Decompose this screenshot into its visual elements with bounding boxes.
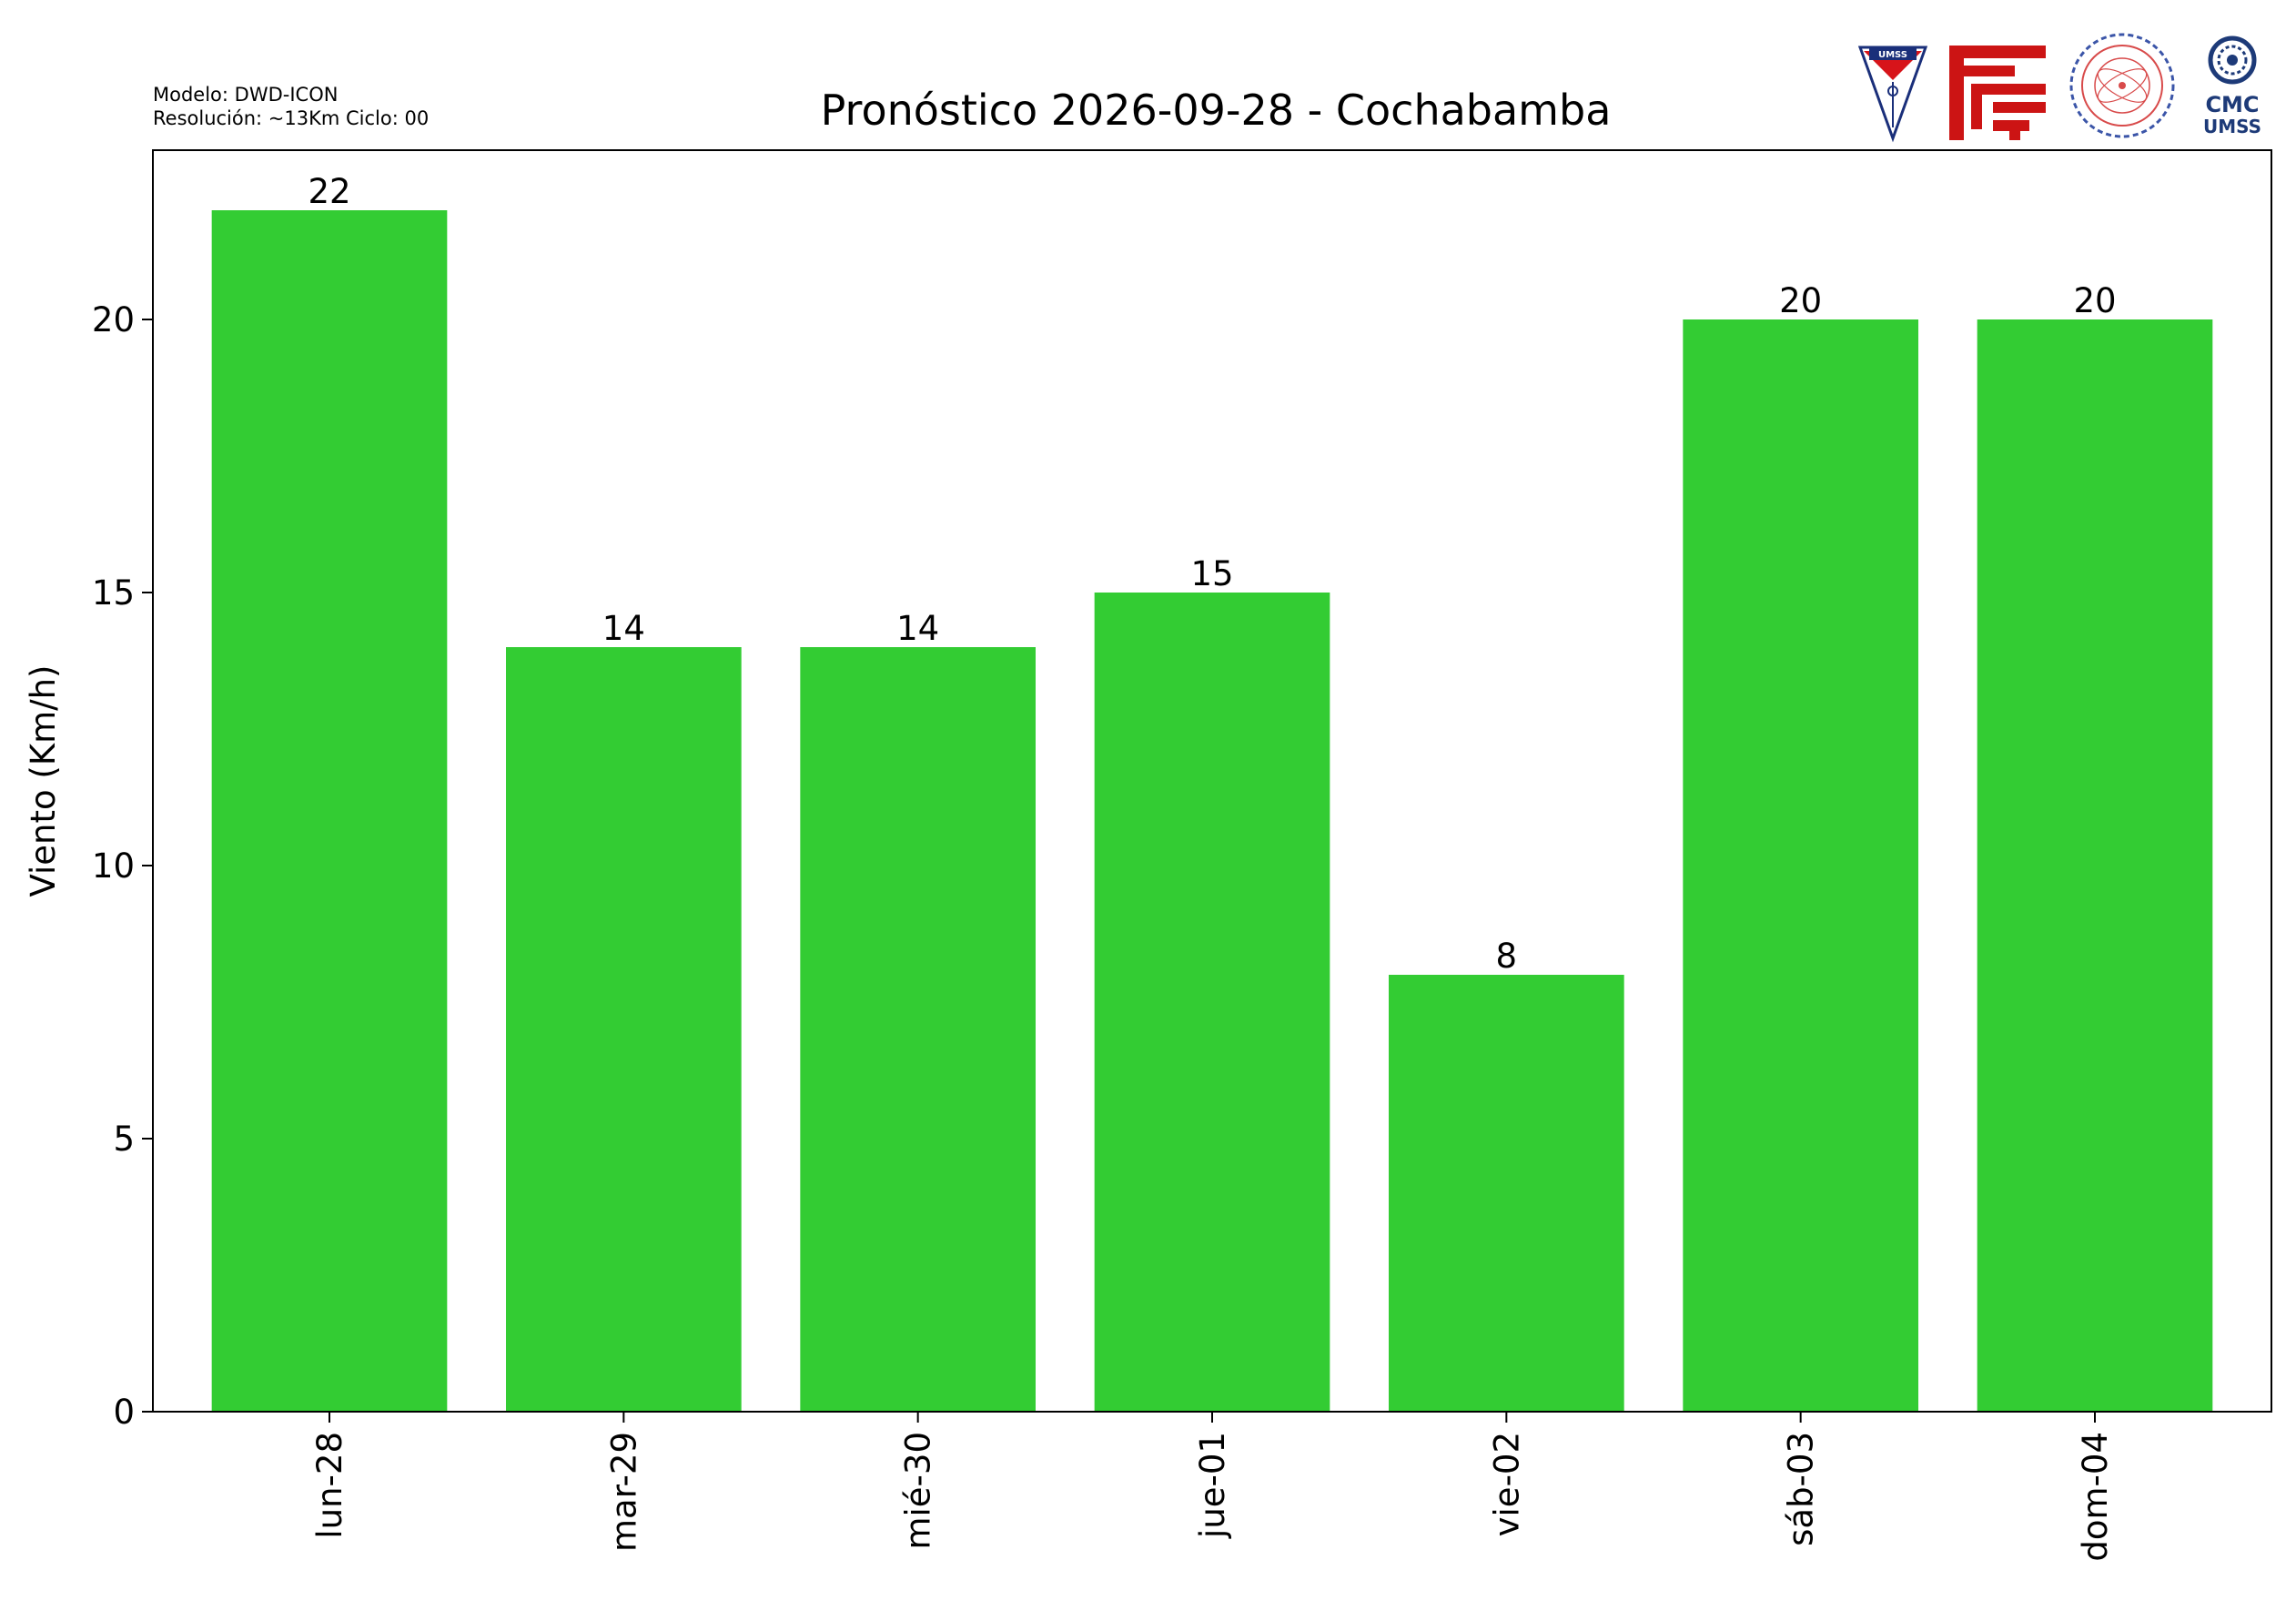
y-tick-label: 20 xyxy=(92,300,135,339)
x-tick-label: dom-04 xyxy=(2076,1432,2115,1562)
x-tick-label: sáb-03 xyxy=(1782,1432,1821,1546)
value-labels-group: 22 14 14 15 8 20 20 xyxy=(308,172,2116,976)
bar-value-label: 15 xyxy=(1190,554,1233,593)
chart-title: Pronóstico 2026-09-28 - Cochabamba xyxy=(821,86,1612,135)
y-axis: 0 5 10 15 20 xyxy=(92,300,153,1432)
y-tick-label: 0 xyxy=(113,1393,135,1432)
umss-shield-logo: UMSS xyxy=(1857,46,1928,143)
x-tick-label: lun-28 xyxy=(310,1432,349,1539)
y-tick-label: 5 xyxy=(113,1120,135,1159)
bar-lun-28 xyxy=(211,210,448,1412)
bar-sáb-03 xyxy=(1683,319,1918,1412)
bar-value-label: 20 xyxy=(2073,281,2116,320)
x-tick-label: mié-30 xyxy=(899,1432,938,1550)
departamento-fisica-seal xyxy=(2069,33,2175,138)
bar-mar-29 xyxy=(506,647,742,1412)
bar-dom-04 xyxy=(1977,319,2213,1412)
x-tick-label: mar-29 xyxy=(604,1432,643,1552)
cmc-logo-line2: UMSS xyxy=(2202,116,2262,137)
x-tick-label: jue-01 xyxy=(1193,1432,1232,1539)
umss-logo-text: UMSS xyxy=(1878,50,1907,60)
x-tick-label: vie-02 xyxy=(1487,1432,1526,1536)
x-axis: lun-28 mar-29 mié-30 jue-01 vie-02 sáb-03 dom-… xyxy=(310,1412,2115,1562)
bars-group xyxy=(211,210,2213,1412)
y-tick-label: 15 xyxy=(92,573,135,613)
bar-value-label: 8 xyxy=(1496,937,1518,976)
plot-frame xyxy=(152,149,2272,1413)
model-label: Modelo: DWD-ICON xyxy=(153,84,339,106)
bar-value-label: 20 xyxy=(1779,281,1822,320)
y-tick-label: 10 xyxy=(92,846,135,886)
bar-vie-02 xyxy=(1389,975,1624,1412)
cmc-logo-text: CMC UMSS xyxy=(2200,93,2264,137)
cmc-logo-line1: CMC xyxy=(2205,92,2260,117)
cmc-umss-logo xyxy=(2208,35,2257,85)
resolution-label: Resolución: ~13Km Ciclo: 00 xyxy=(153,107,430,129)
bar-value-label: 22 xyxy=(308,172,350,211)
y-axis-label: Viento (Km/h) xyxy=(24,665,63,897)
bar-jue-01 xyxy=(1094,593,1330,1412)
bar-mié-30 xyxy=(800,647,1036,1412)
fcyt-logo xyxy=(1949,46,2046,140)
bar-value-label: 14 xyxy=(602,609,645,648)
bar-value-label: 14 xyxy=(896,609,939,648)
